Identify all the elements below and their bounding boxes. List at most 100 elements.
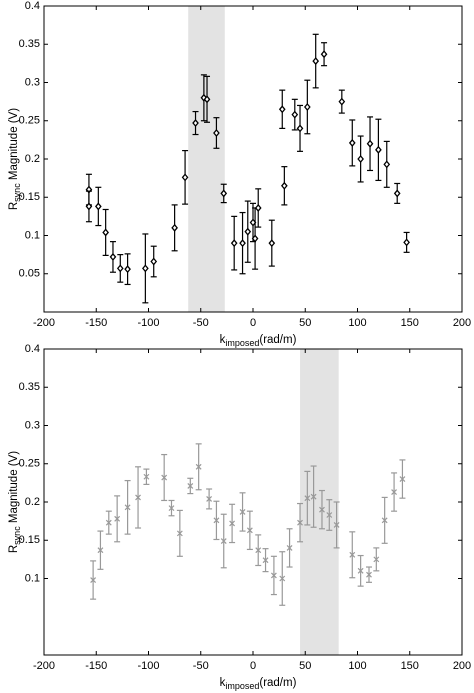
data-point xyxy=(383,160,391,169)
data-point xyxy=(278,105,286,114)
y-label-sub: sync xyxy=(12,183,22,202)
x-label-main: k xyxy=(220,334,226,346)
data-point xyxy=(187,483,194,489)
data-point xyxy=(254,203,262,212)
data-point xyxy=(97,547,104,554)
data-point xyxy=(105,519,112,526)
data-point xyxy=(114,515,121,522)
data-point xyxy=(220,538,227,544)
x-tick-label: 150 xyxy=(401,660,419,672)
data-point xyxy=(338,97,346,106)
x-tick-label: -200 xyxy=(33,660,55,672)
data-point xyxy=(393,189,401,198)
y-tick-label: 0.3 xyxy=(25,76,40,88)
plot-frame xyxy=(43,5,463,313)
x-tick-label: 200 xyxy=(453,660,471,672)
data-point xyxy=(366,139,374,148)
data-point xyxy=(373,556,380,563)
data-point xyxy=(90,577,97,583)
x-tick-label: -100 xyxy=(137,317,159,329)
y-tick-label: 0.3 xyxy=(25,419,40,431)
x-tick-label: -100 xyxy=(137,660,159,672)
data-point xyxy=(262,557,269,564)
y-label-main: R xyxy=(8,545,20,553)
y-label-main: R xyxy=(8,202,20,210)
data-point xyxy=(150,257,158,266)
data-point xyxy=(135,494,141,501)
data-point xyxy=(203,95,211,104)
x-tick-label: -150 xyxy=(85,317,107,329)
data-point xyxy=(281,181,288,190)
data-point xyxy=(270,572,277,579)
y-tick-label: 0.15 xyxy=(19,534,40,546)
x-tick-label: 200 xyxy=(453,317,471,329)
y-tick-label: 0.4 xyxy=(25,343,40,355)
y-tick-label: 0.1 xyxy=(25,229,40,241)
x-tick-label: 150 xyxy=(401,317,419,329)
data-point xyxy=(142,264,149,273)
data-point xyxy=(195,463,202,470)
data-point xyxy=(375,145,382,154)
x-tick-label: -150 xyxy=(85,660,107,672)
x-tick-label: 0 xyxy=(250,317,256,329)
data-point xyxy=(326,512,333,518)
data-point xyxy=(320,50,328,59)
data-point xyxy=(239,509,246,515)
x-label-sub: imposed xyxy=(225,681,259,691)
data-point xyxy=(171,223,178,232)
data-point xyxy=(109,252,117,261)
y-axis-label: Rsync Magnitude (V) xyxy=(8,108,22,210)
y-tick-label: 0.25 xyxy=(19,458,40,470)
data-point xyxy=(349,551,356,558)
y-tick-label: 0.4 xyxy=(25,0,40,12)
data-point xyxy=(251,234,259,243)
data-point xyxy=(268,239,276,248)
x-label-unit: (rad/m) xyxy=(259,677,296,689)
data-point xyxy=(85,202,93,211)
data-point xyxy=(143,473,150,480)
x-tick-label: 50 xyxy=(299,317,311,329)
x-axis-label: kimposed(rad/m) xyxy=(220,334,297,348)
x-tick-label: 100 xyxy=(348,317,366,329)
data-point xyxy=(391,489,397,495)
data-point xyxy=(296,124,304,133)
data-point xyxy=(192,119,199,128)
data-point xyxy=(213,128,220,138)
y-tick-label: 0.15 xyxy=(19,191,40,203)
x-tick-label: -50 xyxy=(193,317,209,329)
data-point xyxy=(255,547,262,554)
y-tick-label: 0.25 xyxy=(19,115,40,127)
y-axis-label: Rsync Magnitude (V) xyxy=(8,451,22,553)
data-point xyxy=(357,567,364,574)
data-point xyxy=(333,522,340,528)
data-point xyxy=(303,102,311,111)
highlight-band xyxy=(300,349,339,655)
x-axis-label: kimposed(rad/m) xyxy=(220,677,297,691)
data-point xyxy=(381,517,388,524)
x-tick-label: -50 xyxy=(193,660,209,672)
data-point xyxy=(229,520,236,527)
data-point xyxy=(291,110,299,119)
data-point xyxy=(319,506,325,513)
data-point xyxy=(279,575,286,582)
x-label-sub: imposed xyxy=(225,338,259,348)
data-point xyxy=(310,493,317,500)
data-point xyxy=(312,57,320,66)
data-point xyxy=(357,154,364,164)
x-tick-label: 100 xyxy=(348,660,366,672)
x-tick-label: 50 xyxy=(299,660,311,672)
data-point xyxy=(304,495,311,502)
x-tick-label: 0 xyxy=(250,660,256,672)
x-tick-label: -200 xyxy=(33,317,55,329)
data-point xyxy=(403,238,410,247)
data-point xyxy=(124,504,131,511)
y-tick-label: 0.2 xyxy=(25,496,40,508)
data-point xyxy=(348,138,356,147)
y-tick-label: 0.05 xyxy=(19,268,40,280)
plot-frame xyxy=(43,348,463,656)
data-point xyxy=(399,476,406,482)
y-tick-label: 0.35 xyxy=(19,38,40,50)
highlight-band xyxy=(188,6,225,312)
